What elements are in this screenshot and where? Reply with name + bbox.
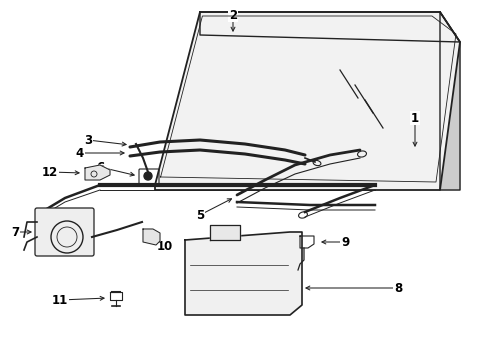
Text: 3: 3 [84, 134, 92, 147]
Text: 11: 11 [52, 293, 68, 306]
Text: 7: 7 [11, 225, 19, 239]
FancyBboxPatch shape [35, 208, 94, 256]
Text: 8: 8 [394, 282, 402, 294]
Text: 10: 10 [157, 240, 173, 253]
Polygon shape [85, 165, 110, 180]
Text: 9: 9 [341, 235, 349, 248]
Circle shape [144, 172, 152, 180]
Text: 12: 12 [42, 166, 58, 179]
Text: 5: 5 [196, 208, 204, 221]
Text: 1: 1 [411, 112, 419, 125]
Polygon shape [440, 12, 460, 190]
Polygon shape [200, 12, 460, 42]
Text: 6: 6 [96, 161, 104, 174]
Polygon shape [185, 232, 302, 315]
Polygon shape [155, 12, 460, 190]
Text: 4: 4 [76, 147, 84, 159]
Polygon shape [210, 225, 240, 240]
Polygon shape [143, 229, 160, 245]
Text: 2: 2 [229, 9, 237, 22]
